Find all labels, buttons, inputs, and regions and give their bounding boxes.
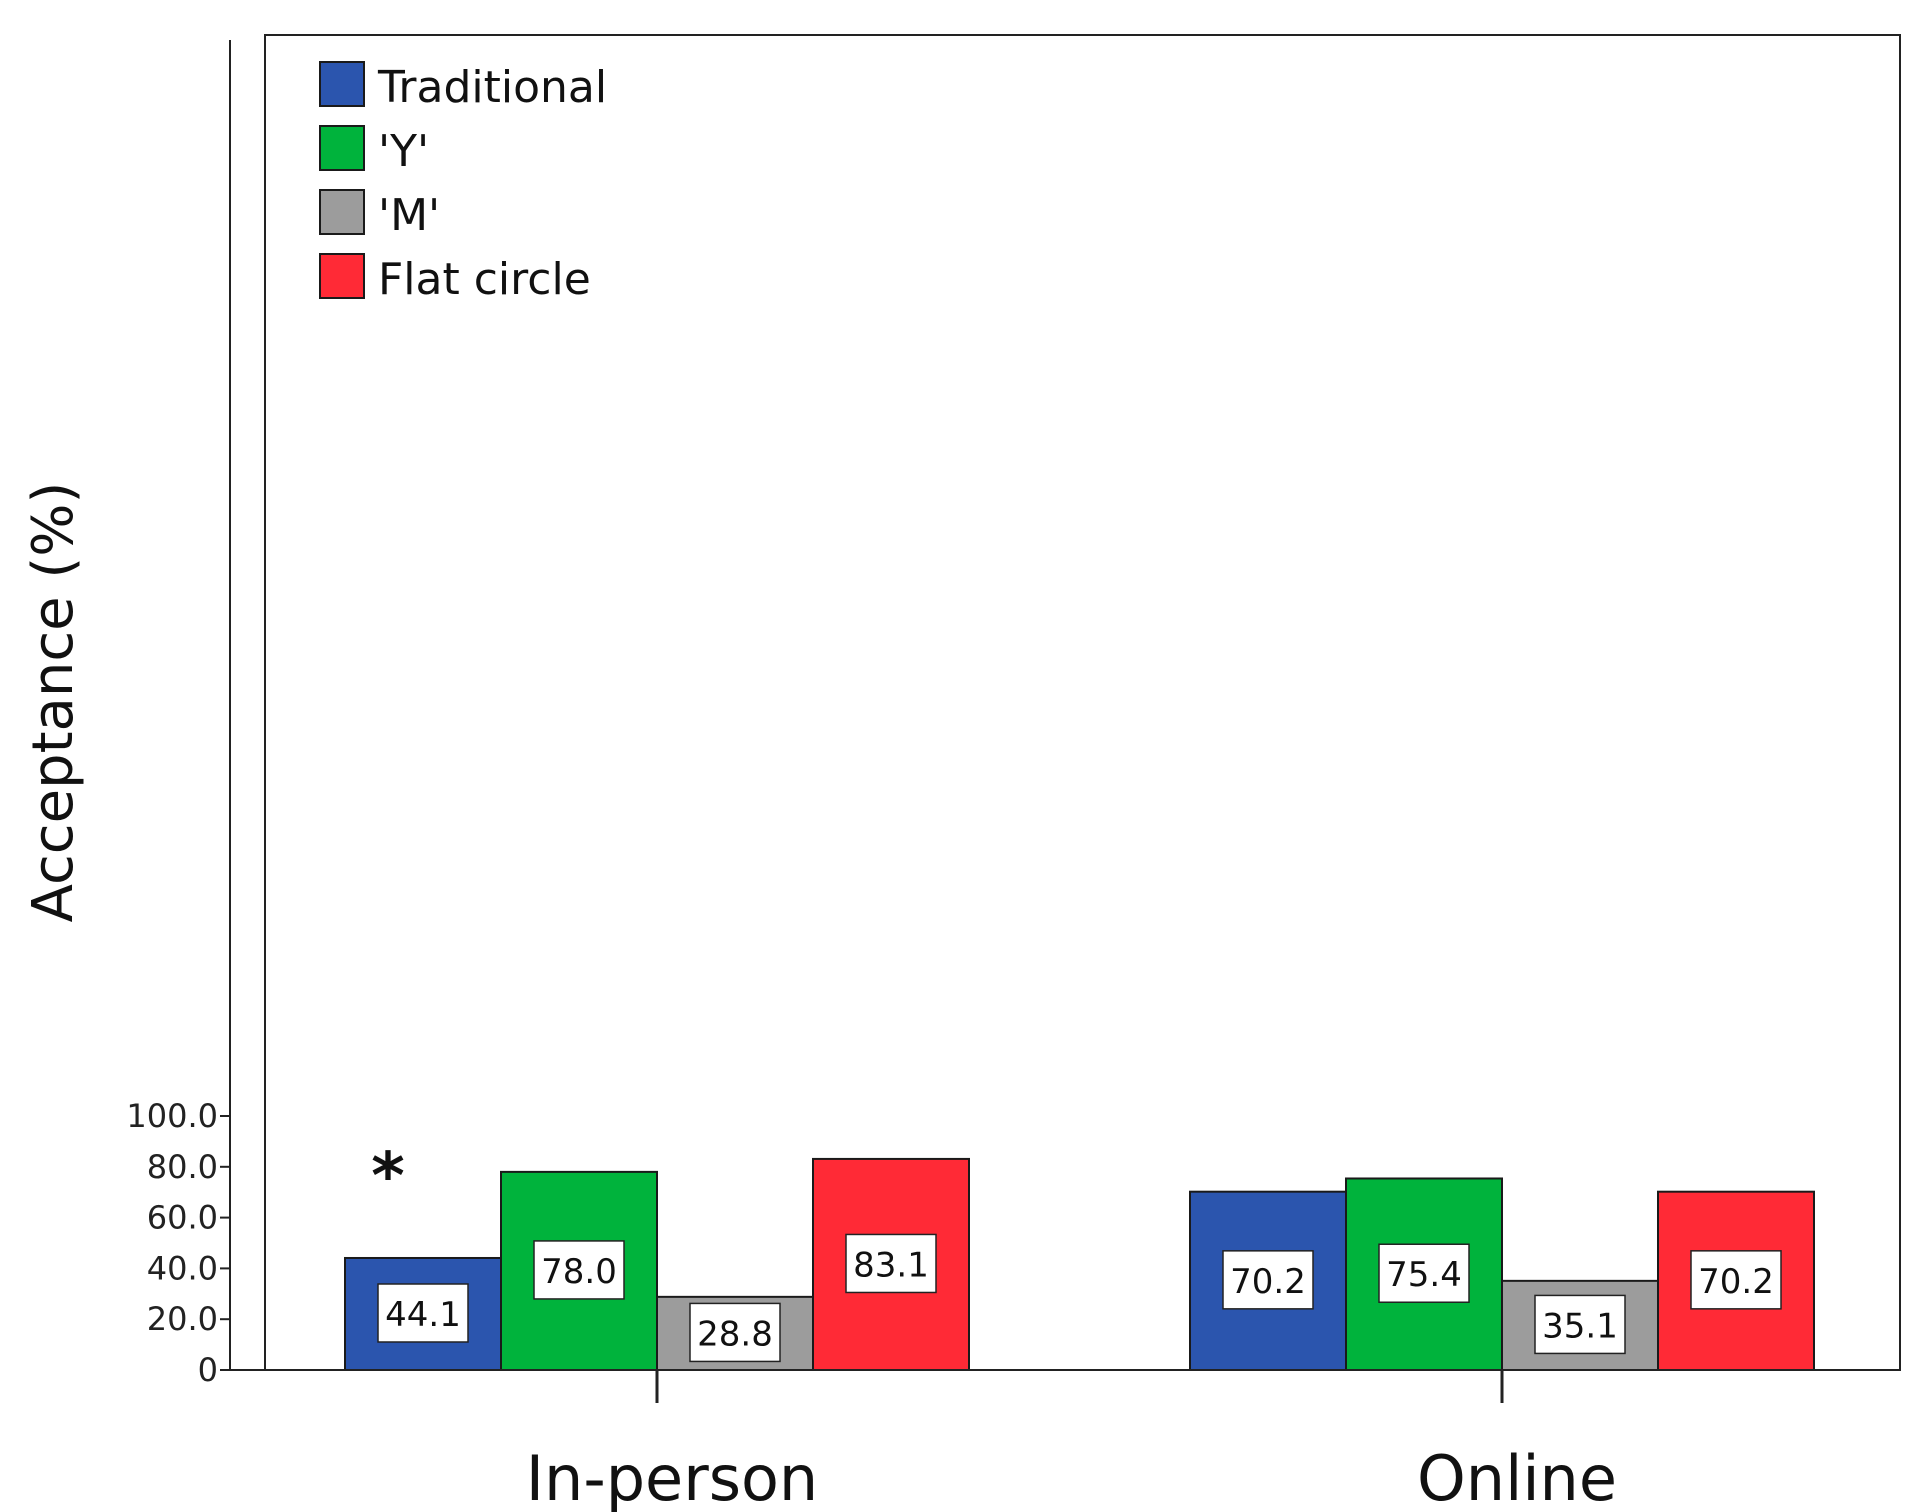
data-label-box: [689, 1302, 781, 1363]
y-tick-label: 0: [198, 1351, 218, 1389]
data-label-box: [377, 1283, 469, 1343]
legend-swatch: [319, 253, 365, 299]
y-tick-label: 60.0: [147, 1199, 218, 1237]
y-tick-label: 40.0: [147, 1249, 218, 1287]
legend-swatch: [319, 125, 365, 171]
legend-swatch: [319, 189, 365, 235]
data-label: 70.2: [1230, 1262, 1306, 1302]
legend-label: 'Y': [378, 126, 429, 177]
data-label-box: [533, 1240, 625, 1300]
data-label-box: [1378, 1243, 1470, 1303]
data-label-box: [1690, 1250, 1782, 1310]
data-label: 28.8: [697, 1314, 773, 1354]
x-category-label: Online: [1417, 1442, 1617, 1512]
data-label: 75.4: [1386, 1255, 1462, 1295]
data-label-box: [1534, 1294, 1626, 1355]
y-tick-label: 80.0: [147, 1148, 218, 1186]
data-label: 83.1: [853, 1245, 929, 1285]
plot-frame: [264, 34, 1901, 1371]
legend-label: Flat circle: [378, 254, 591, 305]
data-label: 44.1: [385, 1295, 461, 1335]
y-axis-title: Acceptance (%): [21, 482, 86, 923]
legend-label: 'M': [378, 190, 440, 241]
y-tick-label: 100.0: [126, 1097, 218, 1135]
data-label: 78.0: [541, 1252, 617, 1292]
legend: Traditional 'Y' 'M' Flat circle: [319, 61, 607, 305]
data-label-box: [1222, 1250, 1314, 1310]
legend-swatch: [319, 61, 365, 107]
annotations: *: [371, 1140, 404, 1214]
x-category-label: In-person: [526, 1442, 818, 1512]
x-axis: In-person Online: [230, 1369, 1900, 1512]
data-label: 35.1: [1542, 1306, 1618, 1346]
y-axis: 0 20.0 40.0 60.0 80.0 100.0: [126, 40, 231, 1389]
legend-label: Traditional: [377, 62, 607, 113]
data-labels-group: 44.1 78.0 28.8 83.1 70.2 75.4 35.1 70.2: [377, 1233, 1782, 1363]
significance-asterisk: *: [371, 1140, 404, 1214]
data-label: 70.2: [1698, 1262, 1774, 1302]
data-label-box: [845, 1233, 937, 1294]
y-tick-label: 20.0: [147, 1300, 218, 1338]
